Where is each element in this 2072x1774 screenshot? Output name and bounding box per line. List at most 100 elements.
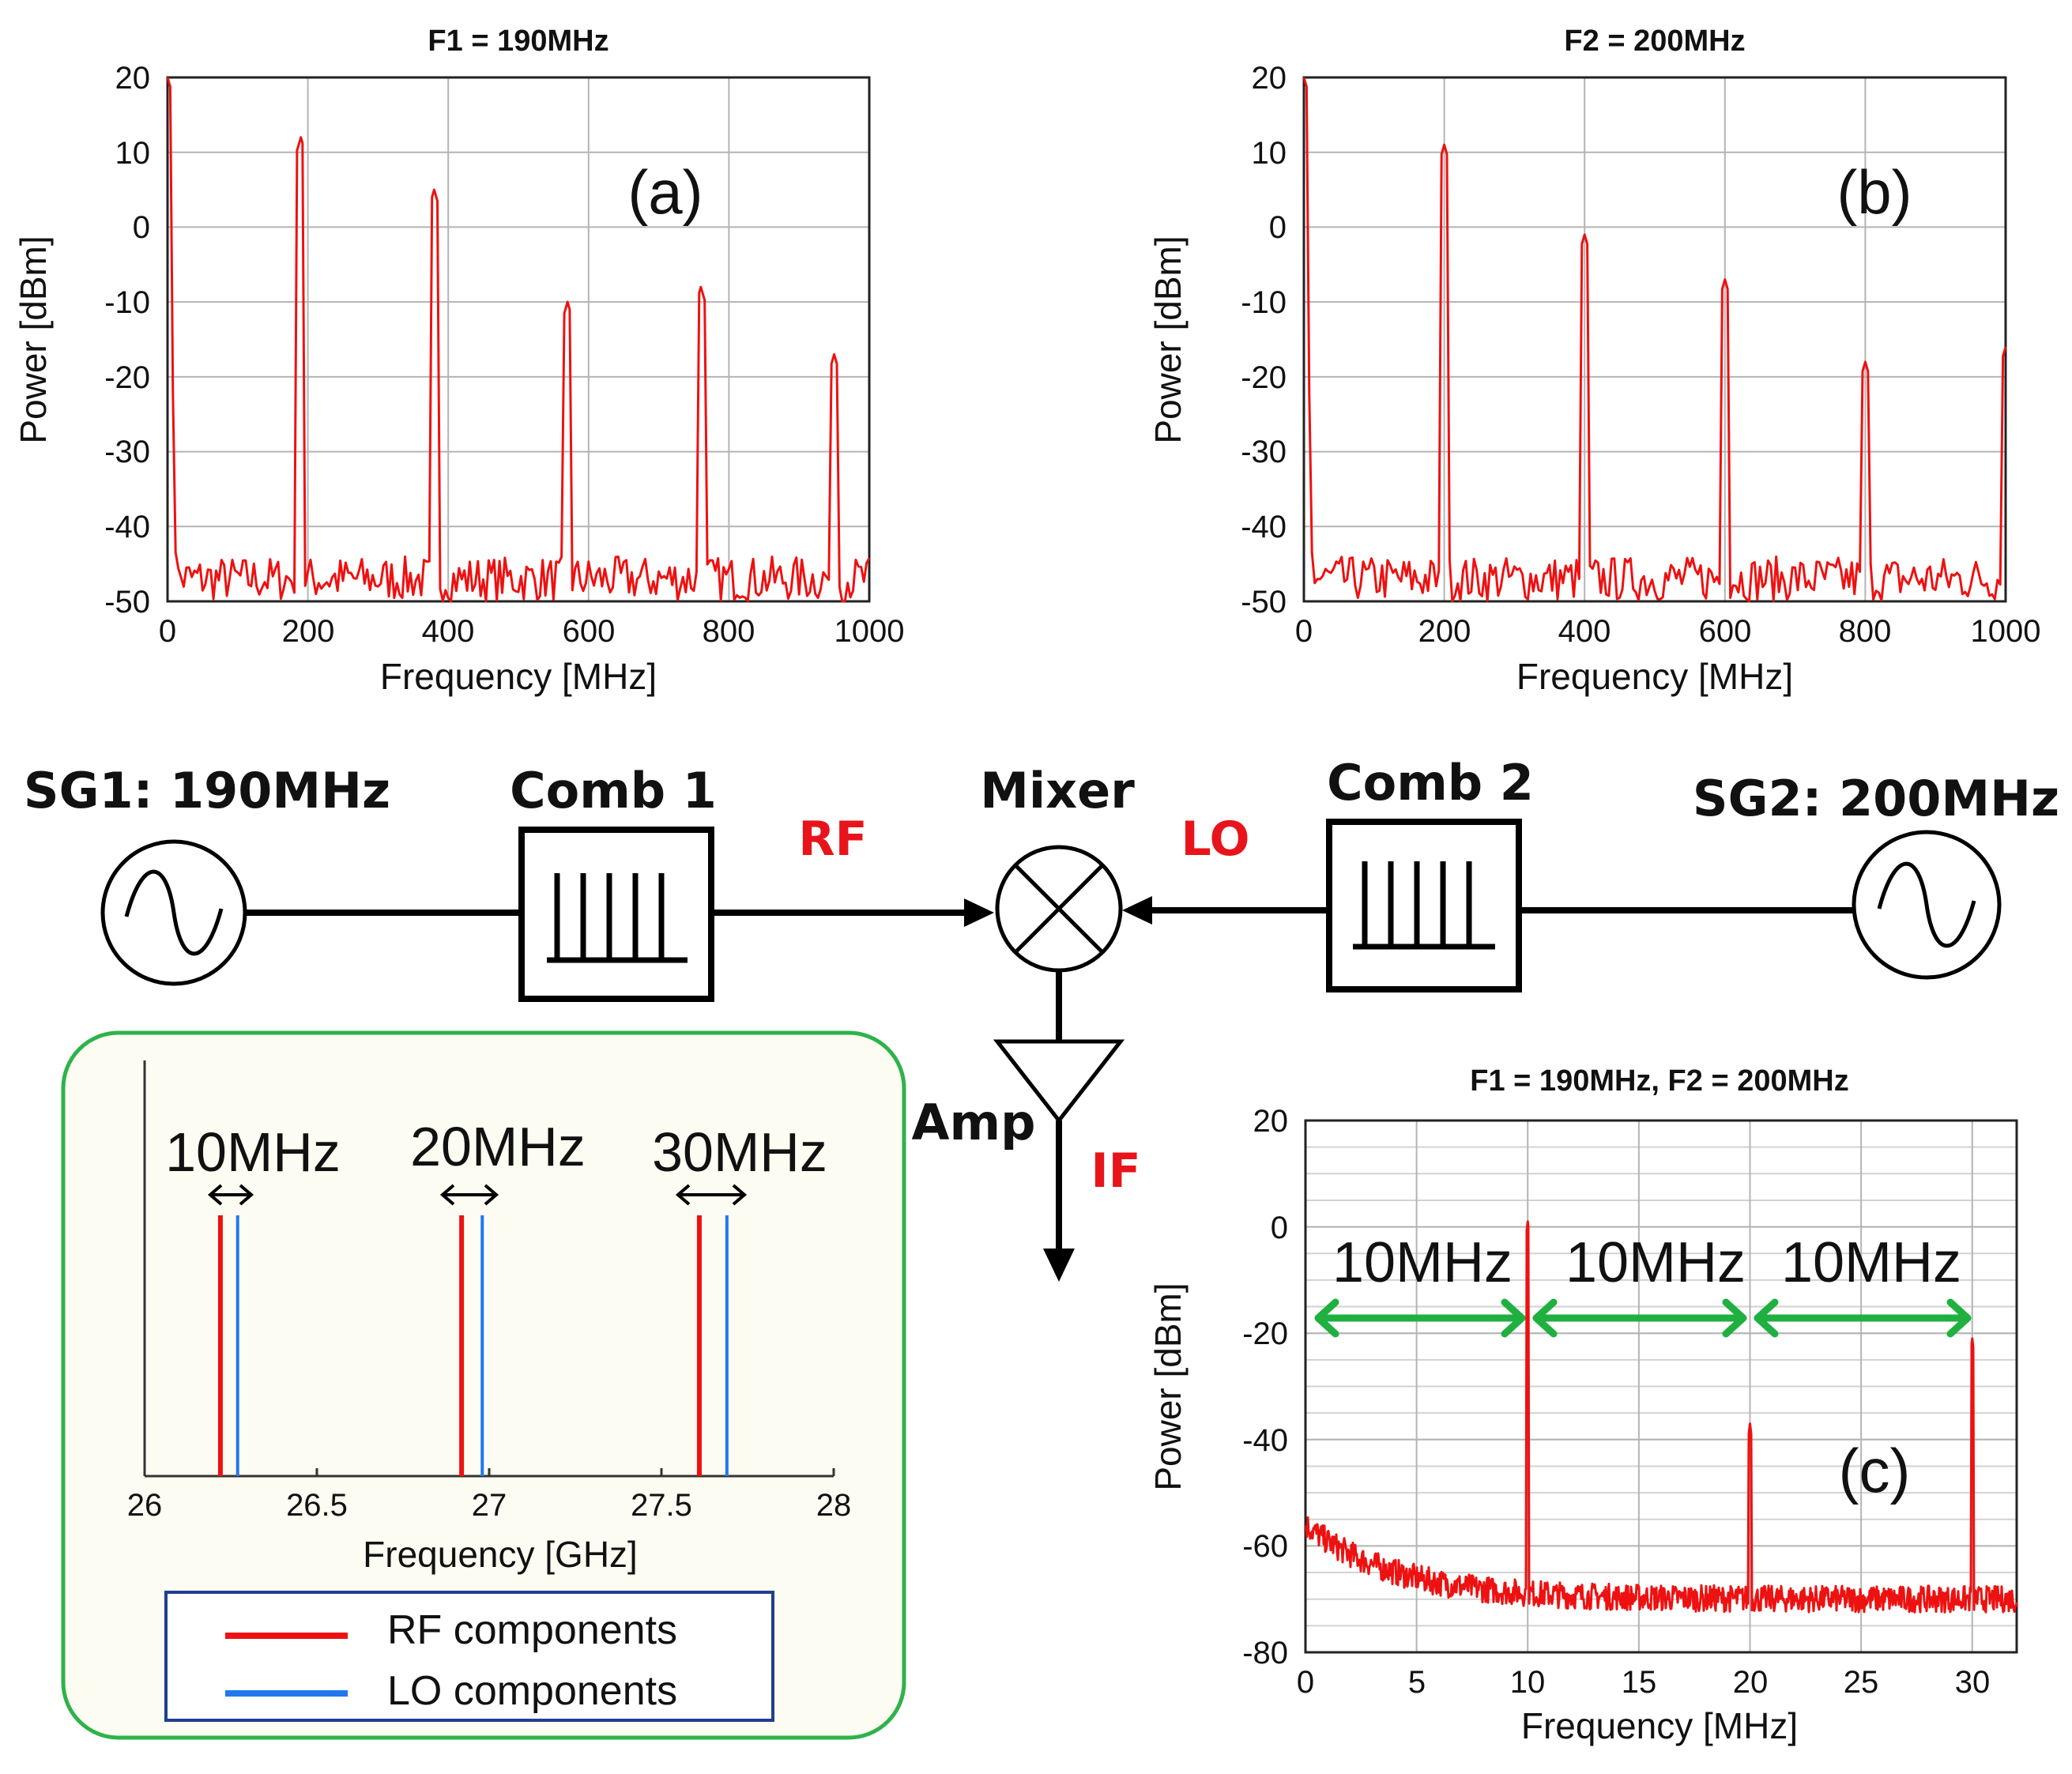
if-arrowhead: [1043, 1249, 1075, 1282]
plot-c-ytick: -40: [1242, 1423, 1288, 1458]
inset-panel: 26 26.5 27 27.5 28 Frequency [GHz] 10MHz…: [61, 1030, 906, 1740]
plot-b-xtick: 400: [1558, 614, 1611, 649]
plot-a-ytick: -40: [104, 510, 150, 544]
plot-c: F1 = 190MHz, F2 = 200MHz 20 0 -20 -40 -6…: [1147, 1064, 2018, 1746]
plot-a-spectrum-line: [166, 77, 871, 603]
plot-c-ytick: -20: [1242, 1316, 1288, 1351]
plot-a-xtick: 0: [159, 614, 176, 649]
plot-b-frame: [1302, 76, 2007, 603]
sg1-source: [100, 839, 247, 986]
plot-a-xtick: 1000: [834, 614, 905, 649]
plot-b-ytick: -50: [1241, 585, 1287, 620]
plot-a-panel-label: (a): [627, 157, 703, 227]
plot-c-spacing-arrows: [1314, 1298, 1972, 1338]
amp-label: Amp: [912, 1094, 1036, 1151]
plot-b-panel-label: (b): [1837, 157, 1912, 227]
plot-c-spacing-label: 10MHz: [1781, 1231, 1961, 1294]
plot-b-spectrum-line: [1302, 77, 2007, 603]
plot-b-title: F2 = 200MHz: [1564, 24, 1745, 58]
plot-c-title: F1 = 190MHz, F2 = 200MHz: [1470, 1064, 1848, 1098]
plot-a-ytick: 10: [115, 136, 151, 171]
rf-arrowhead: [964, 898, 994, 927]
comb1-label: Comb 1: [510, 762, 717, 819]
plot-b-xtick: 600: [1699, 614, 1752, 649]
inset-xtick: 27: [472, 1488, 507, 1523]
plot-c-frame: [1304, 1119, 2018, 1654]
comb2-label: Comb 2: [1327, 754, 1534, 812]
plot-a-ylabel: Power [dBm]: [13, 235, 54, 443]
comb1-block: [518, 827, 714, 1002]
plot-c-spectrum-line: [1304, 1220, 2018, 1614]
rf-label: RF: [798, 812, 867, 867]
plot-a-ytick: 0: [133, 210, 150, 245]
plot-b-xlabel: Frequency [MHz]: [1516, 656, 1793, 697]
comb-teeth-icon: [1353, 861, 1495, 950]
plot-a-ytick: 20: [115, 61, 151, 96]
plot-b-ytick: -20: [1241, 360, 1287, 395]
mixer-label: Mixer: [980, 762, 1135, 819]
plot-c-spacing-label: 10MHz: [1565, 1231, 1746, 1294]
plot-b-xtick: 1000: [1971, 614, 2041, 649]
plot-c-xlabel: Frequency [MHz]: [1521, 1705, 1798, 1746]
sg2-source: [1852, 830, 2002, 980]
inset-legend: RF components LO components: [164, 1591, 774, 1722]
plot-c-xtick: 5: [1408, 1665, 1426, 1700]
lo-label: LO: [1181, 812, 1249, 867]
plot-c-xtick: 25: [1844, 1665, 1879, 1700]
sine-wave-icon: [1877, 861, 1976, 948]
amplifier-symbol: [993, 1039, 1125, 1124]
inset-xtick: 27.5: [631, 1488, 692, 1523]
sg1-label: SG1: 190MHz: [24, 762, 390, 819]
plot-c-spacing-label: 10MHz: [1332, 1231, 1513, 1294]
plot-b-ytick: 10: [1252, 136, 1287, 171]
if-label: IF: [1091, 1143, 1140, 1199]
plot-a-title: F1 = 190MHz: [428, 24, 608, 58]
plot-c-ytick: 20: [1253, 1104, 1289, 1139]
comb-teeth-icon: [547, 873, 688, 963]
plot-c-ytick: -60: [1242, 1529, 1288, 1564]
plot-c-xtick: 15: [1622, 1665, 1657, 1700]
plot-c-ytick: 0: [1271, 1211, 1288, 1245]
plot-b-ytick: -40: [1241, 510, 1287, 544]
plot-b-ytick: 20: [1252, 61, 1287, 96]
legend-rf-label: RF components: [387, 1607, 677, 1653]
plot-a-xtick: 200: [282, 614, 335, 649]
sg2-label: SG2: 200MHz: [1693, 770, 2059, 827]
plot-b-xtick: 800: [1839, 614, 1892, 649]
plot-a-xtick: 400: [422, 614, 475, 649]
lo-arrowhead: [1122, 896, 1152, 925]
plot-c-panel-label: (c): [1839, 1436, 1911, 1505]
plot-b-xtick: 200: [1418, 614, 1471, 649]
legend-lo-label: LO components: [387, 1668, 677, 1714]
plot-a-ytick: -50: [104, 585, 150, 620]
inset-xtick: 26: [127, 1488, 163, 1523]
plot-a-ytick: -20: [104, 360, 150, 395]
plot-c-xtick: 0: [1297, 1665, 1314, 1700]
inset-annotation: 30MHz: [652, 1121, 827, 1183]
plot-c-xtick: 30: [1955, 1665, 1991, 1700]
inset-xtick: 26.5: [286, 1488, 348, 1523]
plot-b-ylabel: Power [dBm]: [1147, 235, 1189, 443]
plot-a-frame: [166, 76, 871, 603]
plot-b-ytick: 0: [1269, 210, 1287, 245]
inset-annotation: 20MHz: [410, 1116, 586, 1177]
plot-a-ytick: -30: [104, 435, 150, 469]
plot-b-ytick: -30: [1241, 435, 1287, 469]
block-diagram: SG1: 190MHz Comb 1 Mixer Comb 2 SG2: 200…: [24, 754, 2059, 1282]
plot-b-ytick: -10: [1241, 285, 1287, 320]
plot-a: F1 = 190MHz 20 10 0 -10 -20 -30 -40 -50 …: [13, 24, 904, 697]
inset-double-arrows: [207, 1184, 748, 1206]
plot-c-ytick: -80: [1242, 1636, 1288, 1670]
plot-a-xlabel: Frequency [MHz]: [380, 656, 657, 697]
inset-xlabel: Frequency [GHz]: [363, 1534, 638, 1575]
plot-b-xtick: 0: [1295, 614, 1313, 649]
inset-xtick: 28: [816, 1488, 852, 1523]
plot-a-xtick: 600: [563, 614, 616, 649]
inset-annotation: 10MHz: [165, 1121, 341, 1183]
sine-wave-icon: [124, 869, 224, 956]
plot-c-ylabel: Power [dBm]: [1147, 1282, 1189, 1490]
plot-c-xtick: 20: [1733, 1665, 1769, 1700]
plot-a-xtick: 800: [703, 614, 755, 649]
plot-c-xtick: 10: [1510, 1665, 1546, 1700]
